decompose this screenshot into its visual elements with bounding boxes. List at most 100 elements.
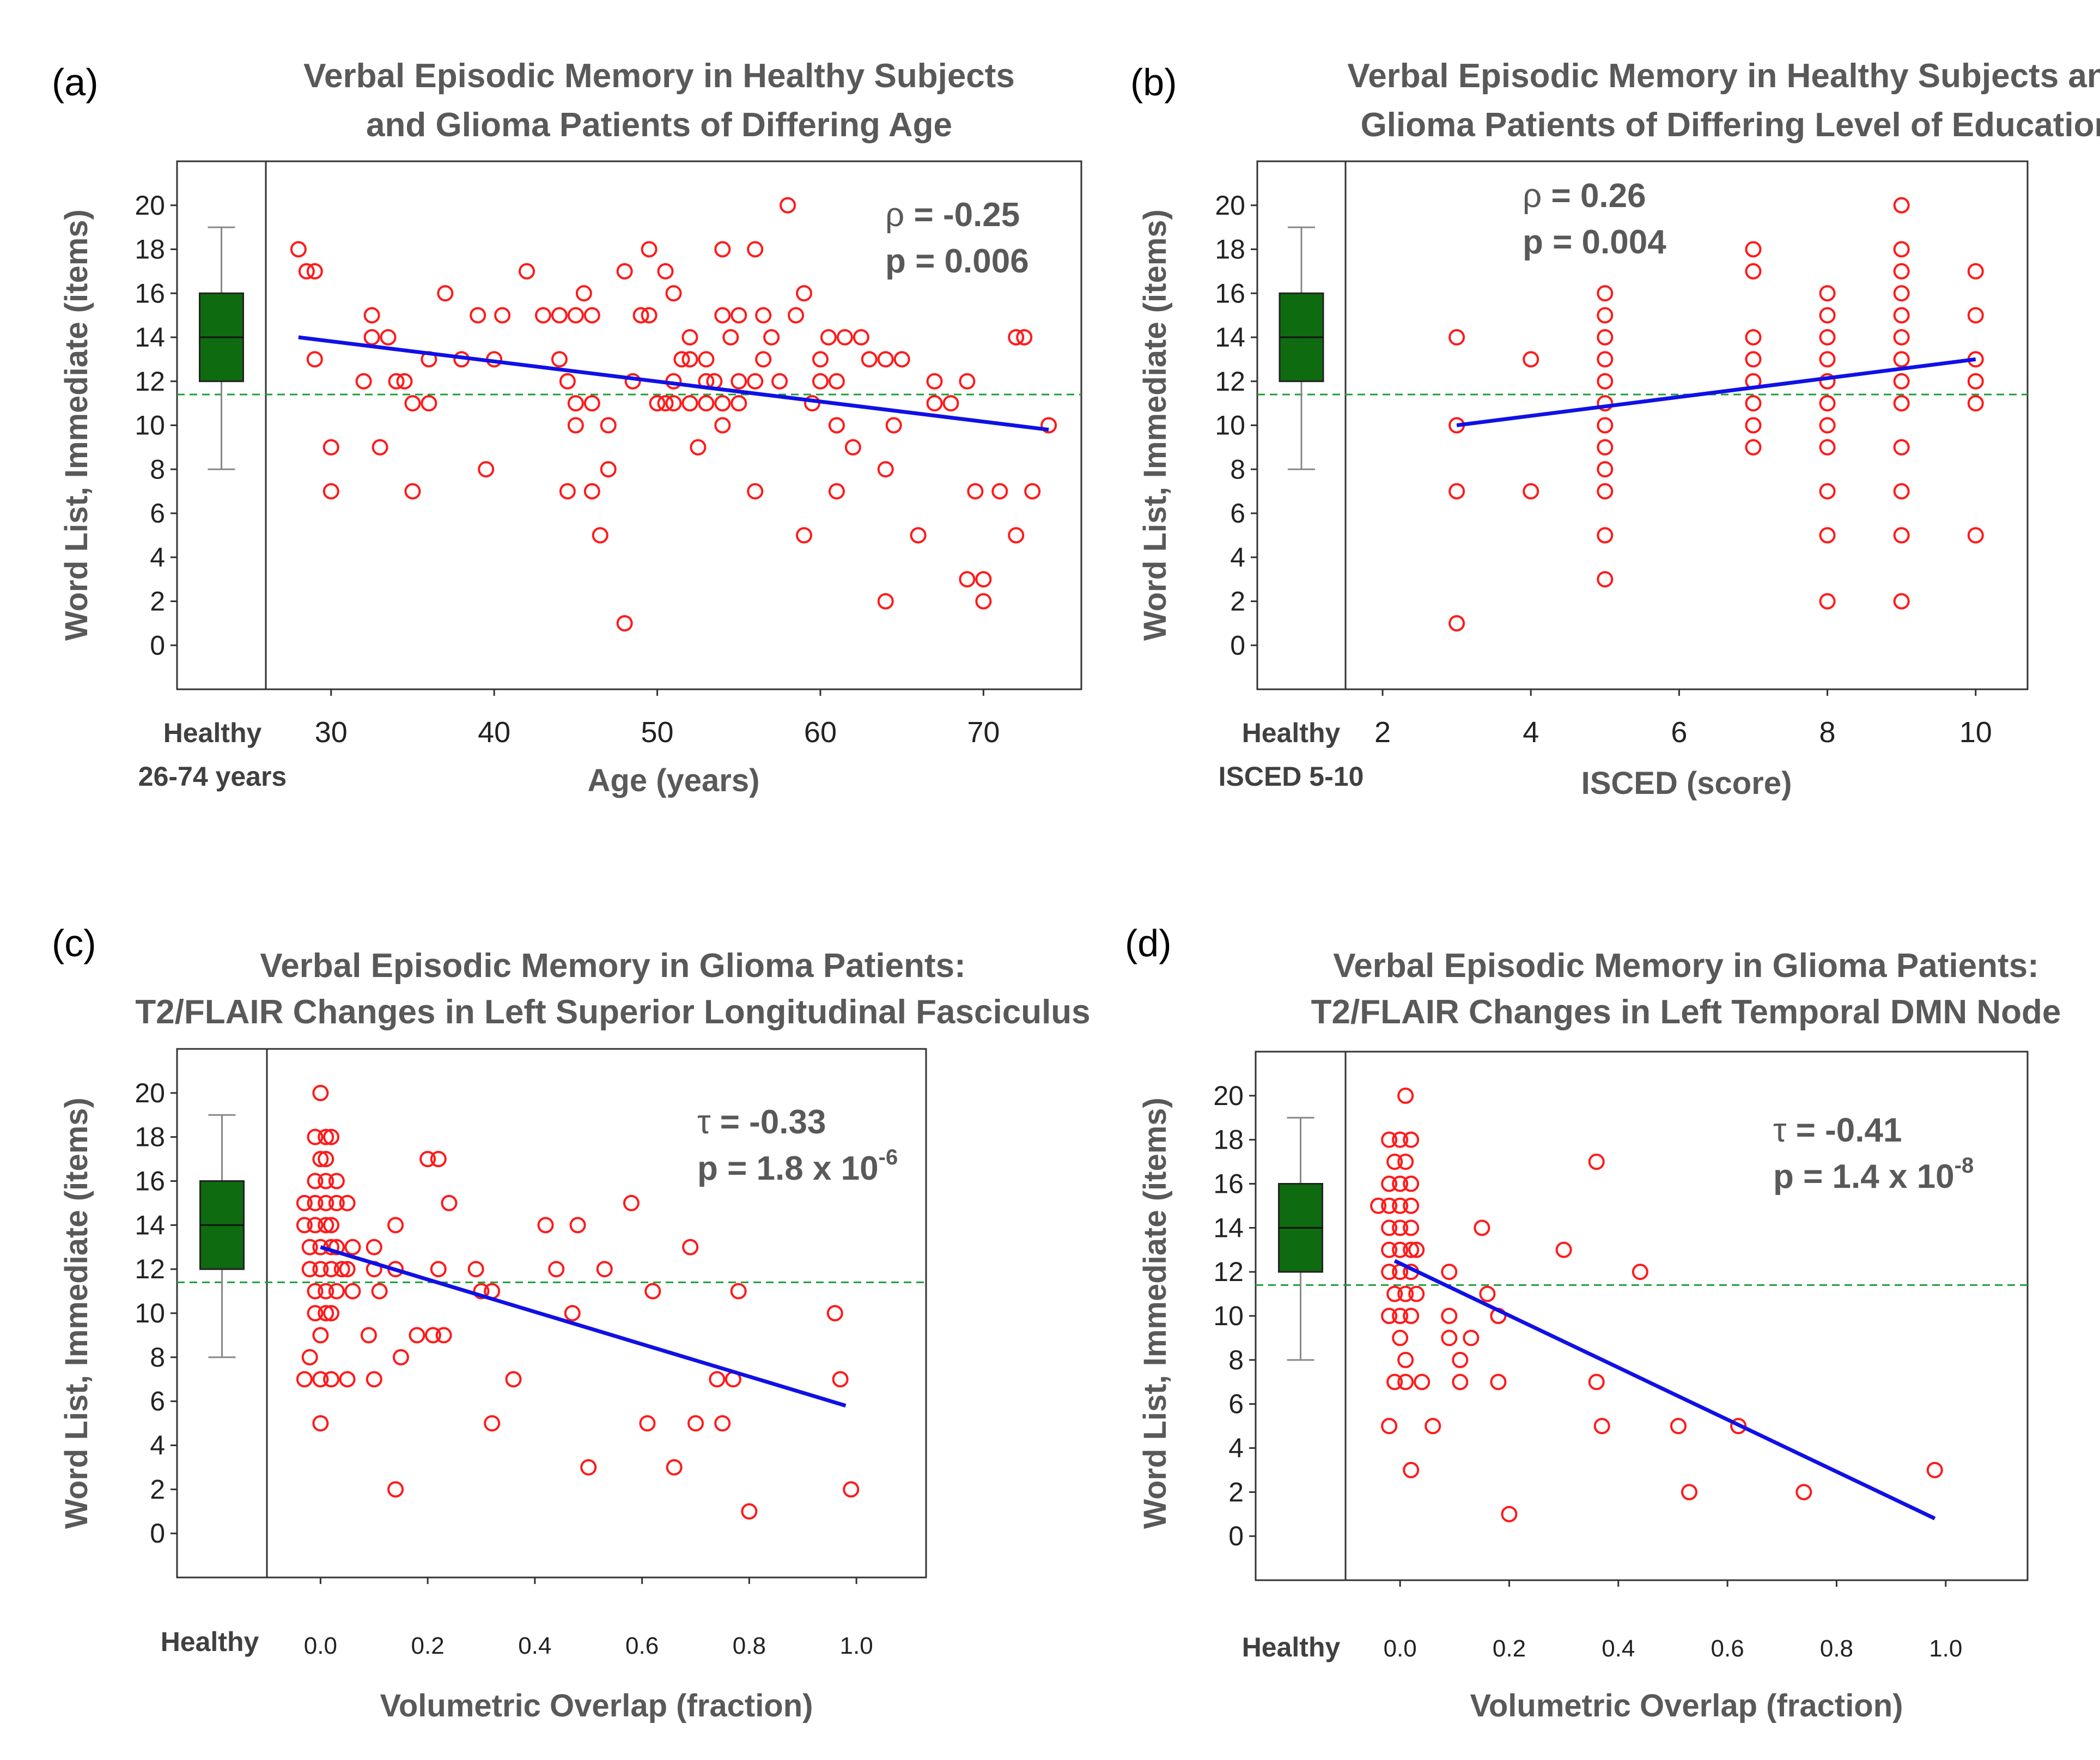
data-point xyxy=(421,395,437,412)
data-point xyxy=(1441,1308,1458,1324)
stat-text: p = 0.004 xyxy=(1523,223,1666,261)
data-point xyxy=(596,1261,613,1278)
data-point xyxy=(392,1349,409,1365)
data-point xyxy=(861,351,878,368)
data-point xyxy=(1893,593,1910,610)
x-tick-label: 0.2 xyxy=(411,1632,445,1659)
data-point xyxy=(1392,1219,1409,1236)
data-point xyxy=(1381,1175,1398,1192)
y-tick-label: 14 xyxy=(1213,1212,1244,1243)
data-point xyxy=(1795,1484,1812,1501)
data-point xyxy=(467,1261,484,1278)
data-point xyxy=(318,1283,334,1300)
data-point xyxy=(1893,483,1910,500)
data-point xyxy=(812,351,829,368)
healthy-label: Healthy xyxy=(163,718,262,748)
data-point xyxy=(1381,1308,1398,1324)
data-point xyxy=(339,1194,356,1211)
data-point xyxy=(323,1128,340,1145)
data-point xyxy=(623,1194,640,1211)
y-tick-label: 0 xyxy=(150,630,165,660)
data-point xyxy=(666,1459,683,1476)
data-point xyxy=(404,483,421,500)
plot-frame xyxy=(265,160,1082,690)
y-axis-label: Word List, Immediate (items) xyxy=(59,1097,94,1529)
data-point xyxy=(548,1261,565,1278)
y-axis-label: Word List, Immediate (items) xyxy=(1137,209,1173,641)
data-point xyxy=(1016,329,1033,345)
data-point xyxy=(853,329,869,345)
data-point xyxy=(1819,395,1836,412)
data-point xyxy=(1967,373,1984,390)
data-point xyxy=(1408,1285,1425,1302)
data-point xyxy=(1597,307,1614,324)
y-tick-label: 6 xyxy=(1230,498,1245,529)
data-point xyxy=(828,417,845,434)
x-tick-label: 2 xyxy=(1374,716,1391,749)
data-point xyxy=(1555,1241,1572,1258)
data-point xyxy=(1730,1418,1747,1435)
data-point xyxy=(366,1239,382,1255)
panel-d: (d) Verbal Episodic Memory in Glioma Pati… xyxy=(1125,922,2061,1723)
data-point xyxy=(1479,1285,1496,1302)
data-point xyxy=(681,329,698,345)
data-point xyxy=(600,417,617,434)
x-tick-label: 0.4 xyxy=(1602,1635,1635,1662)
data-point xyxy=(967,483,984,500)
data-point xyxy=(755,351,772,368)
data-point xyxy=(877,351,894,368)
data-point xyxy=(1819,351,1836,368)
data-point xyxy=(1588,1374,1605,1391)
data-point xyxy=(780,197,796,214)
data-point xyxy=(318,1217,334,1234)
data-point xyxy=(494,307,511,324)
stat-annotation: τ = -0.41 xyxy=(1773,1112,1902,1149)
data-point xyxy=(1397,1087,1414,1104)
stat-text: = -0.25 xyxy=(904,196,1020,234)
data-point xyxy=(567,395,584,412)
y-tick-label: 4 xyxy=(1228,1433,1244,1464)
data-point xyxy=(832,1371,849,1388)
data-point xyxy=(318,1151,334,1168)
regression-line xyxy=(298,335,1049,432)
data-point xyxy=(747,373,764,390)
data-point xyxy=(419,1151,436,1168)
data-point xyxy=(322,483,339,500)
data-point xyxy=(328,1283,345,1300)
data-point xyxy=(1967,395,1984,412)
data-point xyxy=(323,1217,340,1234)
data-point xyxy=(1681,1484,1698,1501)
data-point xyxy=(616,263,633,280)
data-point xyxy=(1597,571,1614,588)
y-tick-label: 20 xyxy=(135,1078,165,1108)
data-point xyxy=(1040,417,1057,434)
x-tick-label: 0.0 xyxy=(1384,1635,1417,1662)
data-point xyxy=(1593,1418,1610,1435)
data-point xyxy=(1819,527,1836,544)
data-point xyxy=(301,1349,318,1365)
data-point xyxy=(1819,593,1836,610)
data-point xyxy=(1597,285,1614,302)
data-point xyxy=(339,1371,356,1388)
data-point xyxy=(722,329,739,345)
data-point xyxy=(763,329,780,345)
data-point xyxy=(1926,1461,1943,1478)
x-tick-label: 1.0 xyxy=(840,1632,873,1659)
data-point xyxy=(307,1173,324,1189)
data-point xyxy=(812,373,829,390)
data-point xyxy=(698,395,715,412)
data-point xyxy=(991,483,1008,500)
data-point xyxy=(1370,1197,1387,1214)
y-tick-label: 0 xyxy=(150,1518,165,1549)
data-point xyxy=(323,1261,340,1278)
data-point xyxy=(1597,351,1614,368)
data-point xyxy=(1819,417,1836,434)
data-point xyxy=(755,307,772,324)
stat-annotation: ρ = 0.26 xyxy=(1523,177,1646,215)
data-point xyxy=(788,307,805,324)
data-point xyxy=(323,1305,340,1321)
data-point xyxy=(1745,395,1762,412)
data-point xyxy=(714,395,731,412)
y-tick-label: 8 xyxy=(1228,1345,1244,1375)
chart-title-line: T2/FLAIR Changes in Left Superior Longit… xyxy=(135,993,1090,1031)
